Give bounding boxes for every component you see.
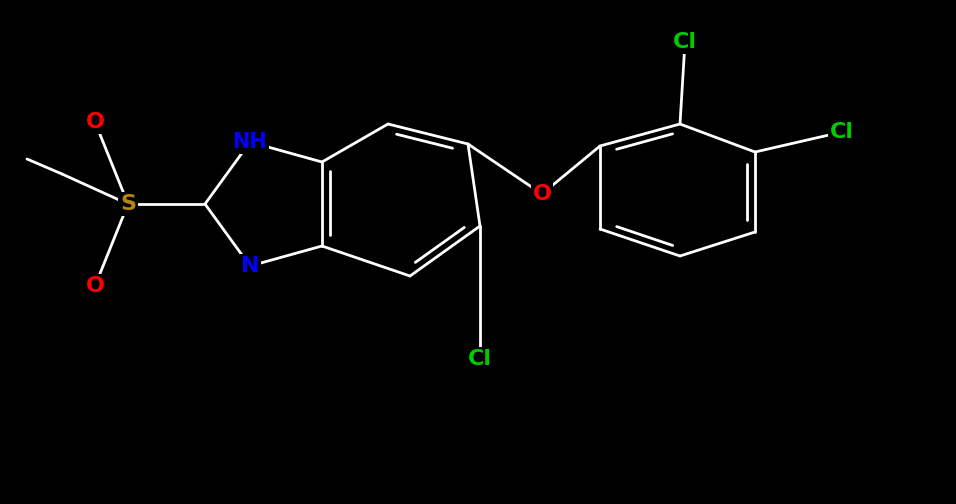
Text: O: O: [532, 184, 552, 204]
Text: Cl: Cl: [468, 349, 492, 369]
Text: NH: NH: [232, 132, 268, 152]
Text: Cl: Cl: [673, 32, 697, 52]
Text: N: N: [241, 256, 259, 276]
Text: S: S: [120, 194, 136, 214]
Text: Cl: Cl: [830, 122, 854, 142]
Text: O: O: [85, 112, 104, 132]
Text: O: O: [85, 276, 104, 296]
